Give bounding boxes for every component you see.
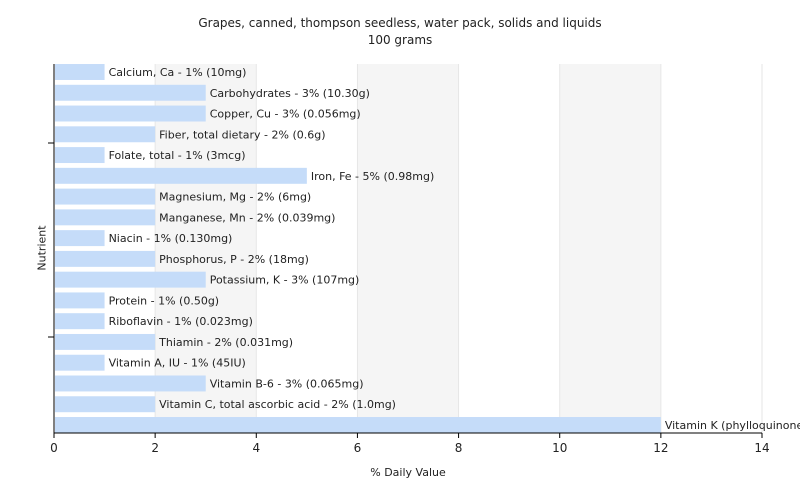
bar — [55, 396, 156, 413]
bar — [55, 230, 105, 247]
x-tick-label: 4 — [252, 441, 260, 455]
bar — [55, 354, 105, 371]
x-tick-label: 10 — [552, 441, 567, 455]
bar-label: Vitamin A, IU - 1% (45IU) — [109, 357, 246, 370]
bar-label: Iron, Fe - 5% (0.98mg) — [311, 170, 434, 183]
x-tick-label: 0 — [50, 441, 58, 455]
bar-label: Niacin - 1% (0.130mg) — [109, 232, 233, 245]
bars: Calcium, Ca - 1% (10mg) Carbohydrates - 3… — [55, 64, 800, 433]
bar — [55, 126, 156, 143]
bar-label: Potassium, K - 3% (107mg) — [210, 274, 360, 287]
grid-band — [458, 64, 560, 433]
bar — [55, 188, 156, 205]
bar-label: Protein - 1% (0.50g) — [109, 294, 220, 307]
bar-label: Thiamin - 2% (0.031mg) — [158, 336, 293, 349]
x-tick-label: 8 — [455, 441, 463, 455]
bar — [55, 271, 206, 288]
bar-label: Vitamin C, total ascorbic acid - 2% (1.0… — [159, 398, 396, 411]
bar — [55, 292, 105, 309]
x-tick-label: 2 — [151, 441, 159, 455]
bar-label: Vitamin B-6 - 3% (0.065mg) — [210, 377, 364, 390]
bar — [55, 64, 105, 80]
grid-band — [155, 64, 257, 433]
bar-label: Fiber, total dietary - 2% (0.6g) — [159, 128, 325, 141]
x-tick-label: 12 — [653, 441, 668, 455]
x-tick-label: 6 — [354, 441, 362, 455]
bar — [55, 250, 156, 267]
grid-band — [256, 64, 358, 433]
grid-band — [54, 64, 156, 433]
grid-band — [357, 64, 459, 433]
bar — [55, 84, 206, 101]
bar-label: Copper, Cu - 3% (0.056mg) — [210, 108, 361, 121]
x-tick-label: 14 — [754, 441, 769, 455]
bar — [55, 417, 661, 433]
y-axis-label: Nutrient — [35, 225, 49, 271]
chart-title: Grapes, canned, thompson seedless, water… — [198, 16, 602, 30]
bar-label: Phosphorus, P - 2% (18mg) — [159, 253, 309, 266]
x-tick-labels: 0 2 4 6 8 10 12 14 — [50, 441, 769, 455]
bar — [55, 105, 206, 122]
bar — [55, 147, 105, 164]
bar — [55, 375, 206, 392]
plot-background — [54, 64, 762, 433]
bar-label: Manganese, Mn - 2% (0.039mg) — [159, 211, 335, 224]
bar — [55, 333, 156, 350]
bar-label: Riboflavin - 1% (0.023mg) — [109, 315, 253, 328]
bar — [55, 313, 105, 330]
x-axis-label: % Daily Value — [370, 466, 446, 479]
grid-band — [660, 64, 762, 433]
bar-label: Carbohydrates - 3% (10.30g) — [210, 87, 370, 100]
grid-band — [559, 64, 661, 433]
bar-label: Magnesium, Mg - 2% (6mg) — [159, 191, 311, 204]
grid-lines — [154, 64, 763, 433]
axes — [48, 64, 763, 438]
bar-label: Vitamin K (phylloquinone) - 12% (9.8mcg) — [665, 419, 800, 432]
bar — [55, 167, 307, 184]
chart-subtitle: 100 grams — [367, 33, 433, 47]
bar-label: Calcium, Ca - 1% (10mg) — [109, 66, 247, 79]
bar — [55, 209, 156, 226]
bar-label: Folate, total - 1% (3mcg) — [109, 149, 246, 162]
